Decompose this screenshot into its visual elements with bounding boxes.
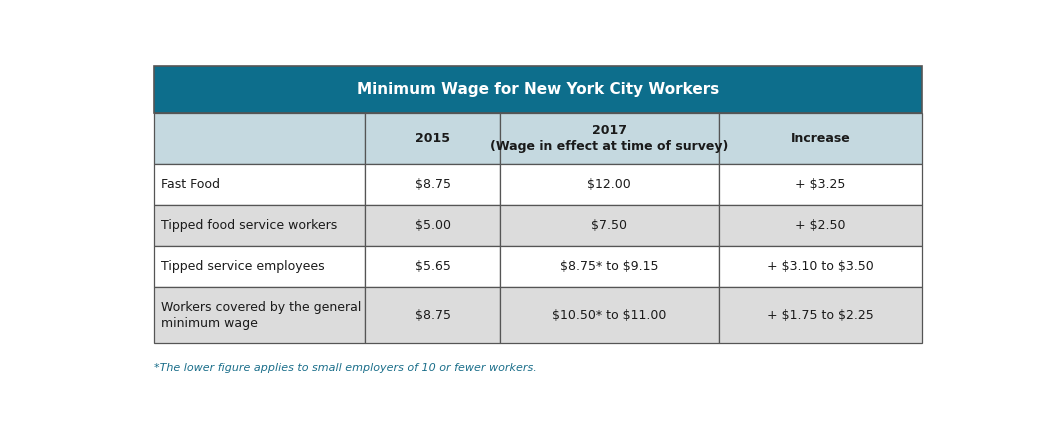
Text: Tipped food service workers: Tipped food service workers xyxy=(161,219,337,232)
Bar xyxy=(154,113,365,164)
Bar xyxy=(718,205,922,246)
Bar xyxy=(365,164,500,205)
Bar xyxy=(154,164,365,205)
Text: Tipped service employees: Tipped service employees xyxy=(161,260,324,273)
Text: + \$3.10 to \$3.50: + \$3.10 to \$3.50 xyxy=(768,260,874,273)
Text: \$10.50* to \$11.00: \$10.50* to \$11.00 xyxy=(552,309,667,322)
Text: \$5.00: \$5.00 xyxy=(415,219,450,232)
Bar xyxy=(154,246,365,287)
Bar xyxy=(500,287,718,343)
Text: \$7.50: \$7.50 xyxy=(591,219,627,232)
Text: \$5.65: \$5.65 xyxy=(415,260,450,273)
Bar xyxy=(718,113,922,164)
Text: Workers covered by the general
minimum wage: Workers covered by the general minimum w… xyxy=(161,301,361,330)
Bar xyxy=(718,287,922,343)
Text: 2015: 2015 xyxy=(415,132,450,145)
Bar xyxy=(718,164,922,205)
Text: \$12.00: \$12.00 xyxy=(587,178,631,191)
Bar xyxy=(365,246,500,287)
Bar xyxy=(365,287,500,343)
Bar xyxy=(500,205,718,246)
Text: Fast Food: Fast Food xyxy=(161,178,219,191)
Bar xyxy=(154,287,365,343)
Bar xyxy=(365,113,500,164)
Text: \$8.75* to \$9.15: \$8.75* to \$9.15 xyxy=(560,260,658,273)
Text: + \$2.50: + \$2.50 xyxy=(795,219,845,232)
Text: Minimum Wage for New York City Workers: Minimum Wage for New York City Workers xyxy=(357,82,719,97)
Text: + \$1.75 to \$2.25: + \$1.75 to \$2.25 xyxy=(768,309,874,322)
Bar xyxy=(718,246,922,287)
Bar xyxy=(154,205,365,246)
Text: \$8.75: \$8.75 xyxy=(415,178,450,191)
Text: 2017
(Wage in effect at time of survey): 2017 (Wage in effect at time of survey) xyxy=(490,124,729,153)
Bar xyxy=(500,246,718,287)
Bar xyxy=(154,66,922,113)
Text: Increase: Increase xyxy=(791,132,850,145)
Bar xyxy=(500,113,718,164)
Bar xyxy=(500,164,718,205)
Text: *The lower figure applies to small employers of 10 or fewer workers.: *The lower figure applies to small emplo… xyxy=(154,363,537,373)
Text: \$8.75: \$8.75 xyxy=(415,309,450,322)
Bar xyxy=(365,205,500,246)
Text: + \$3.25: + \$3.25 xyxy=(795,178,845,191)
